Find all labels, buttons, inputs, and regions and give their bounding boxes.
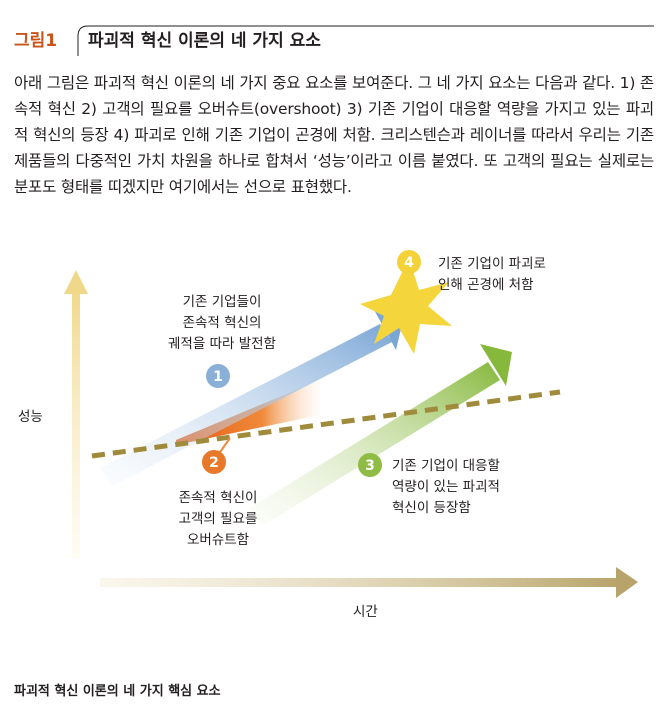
svg-text:존속적 혁신이: 존속적 혁신이: [179, 490, 258, 506]
svg-text:1: 1: [213, 369, 223, 385]
figure-caption: 파괴적 혁신 이론의 네 가지 핵심 요소: [14, 684, 221, 699]
x-axis-arrow: [100, 567, 638, 598]
marker-4: 4: [397, 250, 421, 274]
svg-text:궤적을 따라 발전함: 궤적을 따라 발전함: [168, 336, 276, 352]
svg-text:4: 4: [404, 255, 414, 271]
label-2: 존속적 혁신이 고객의 필요를 오버슈트함: [179, 490, 258, 548]
svg-text:기존 기업이 파괴로: 기존 기업이 파괴로: [438, 256, 546, 272]
svg-text:2: 2: [209, 455, 219, 471]
figure-badge: 그림1: [14, 31, 58, 51]
disruption-star: [360, 258, 452, 354]
svg-text:역량이 있는 파괴적: 역량이 있는 파괴적: [392, 479, 500, 495]
figure-header: 그림1 파괴적 혁신 이론의 네 가지 요소: [14, 22, 654, 58]
marker-1: 1: [206, 364, 230, 388]
svg-text:오버슈트함: 오버슈트함: [187, 532, 249, 548]
label-4: 기존 기업이 파괴로 인해 곤경에 처함: [438, 256, 546, 293]
header-rule: [77, 25, 654, 56]
figure-title: 파괴적 혁신 이론의 네 가지 요소: [88, 31, 321, 51]
customer-needs-line: [91, 389, 561, 459]
svg-text:기존 기업들이: 기존 기업들이: [183, 294, 262, 310]
body-paragraph: 아래 그림은 파괴적 혁신 이론의 네 가지 중요 요소를 보여준다. 그 네 …: [14, 74, 654, 196]
disruptive-innovation-diagram: 성능 시간 1 2 3 4 기존 기업들이: [18, 250, 638, 620]
marker-2: 2: [202, 450, 226, 474]
svg-text:인해 곤경에 처함: 인해 곤경에 처함: [438, 277, 534, 293]
svg-text:혁신이 등장함: 혁신이 등장함: [392, 500, 471, 516]
x-axis-label: 시간: [353, 604, 378, 620]
label-1: 기존 기업들이 존속적 혁신의 궤적을 따라 발전함: [168, 294, 276, 352]
svg-text:고객의 필요를: 고객의 필요를: [179, 511, 258, 527]
svg-text:3: 3: [365, 458, 375, 474]
disruptive-innovation-arrow: [250, 344, 512, 526]
label-3: 기존 기업이 대응할 역량이 있는 파괴적 혁신이 등장함: [392, 458, 500, 516]
svg-text:존속적 혁신의: 존속적 혁신의: [183, 315, 262, 331]
marker-3: 3: [358, 453, 382, 477]
y-axis-arrow: [64, 270, 88, 558]
svg-text:기존 기업이 대응할: 기존 기업이 대응할: [392, 458, 500, 474]
y-axis-label: 성능: [18, 409, 43, 425]
